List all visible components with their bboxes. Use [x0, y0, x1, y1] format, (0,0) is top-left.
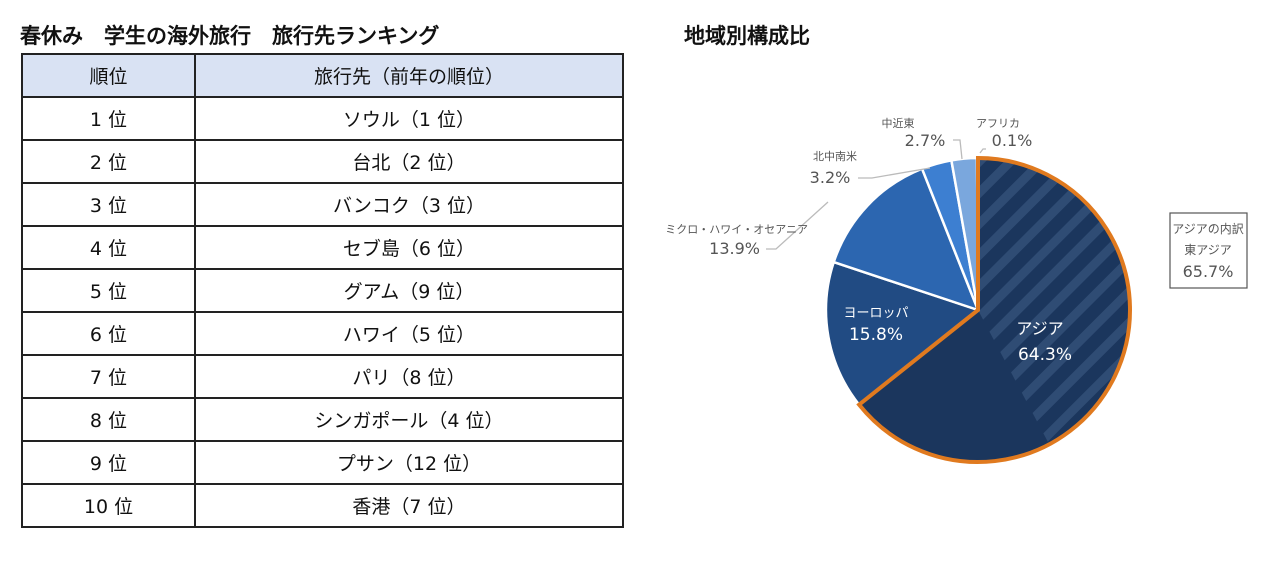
rank-cell: 5 位: [21, 268, 196, 313]
rank-cell: 6 位: [21, 311, 196, 356]
table-row: 10 位香港（7 位）: [21, 483, 624, 528]
slice-value-middle-east: 2.7%: [905, 131, 946, 150]
east-asia-hatched-slice: [978, 158, 1130, 445]
rank-cell: 7 位: [21, 354, 196, 399]
table-row: 4 位セブ島（6 位）: [21, 225, 624, 270]
destination-cell: グアム（9 位）: [194, 268, 624, 313]
pie-slice-2: [832, 167, 981, 313]
table-row: 7 位パリ（8 位）: [21, 354, 624, 399]
slice-value-africa: 0.1%: [992, 131, 1033, 150]
table-row: 3 位バンコク（3 位）: [21, 182, 624, 227]
ranking-table: 順位 旅行先（前年の順位） 1 位ソウル（1 位） 2 位台北（2 位） 3 位バン…: [21, 53, 624, 528]
chart-title: 地域別構成比: [684, 24, 810, 48]
leader-africa: [979, 148, 986, 154]
pie-chart: アジア 64.3% ヨーロッパ 15.8% ミクロ・ハワイ・オセアニア 13.9% 北中南米…: [665, 117, 1248, 464]
table-row: 5 位グアム（9 位）: [21, 268, 624, 313]
leader-middle-east: [953, 139, 963, 160]
slice-value-asia: 64.3%: [1018, 345, 1072, 365]
destination-cell: バンコク（3 位）: [194, 182, 624, 227]
table-row: 1 位ソウル（1 位）: [21, 96, 624, 141]
ranking-title: 春休み 学生の海外旅行 旅行先ランキング: [20, 24, 440, 48]
slice-label-middle-east: 中近東: [882, 117, 915, 130]
destination-cell: ソウル（1 位）: [194, 96, 624, 141]
destination-cell: 香港（7 位）: [194, 483, 624, 528]
breakdown-title: アジアの内訳: [1172, 221, 1244, 236]
slice-label-oceania: ミクロ・ハワイ・オセアニア: [665, 223, 808, 236]
slice-value-europe: 15.8%: [849, 325, 903, 345]
leader-oceania: [766, 201, 829, 250]
table-row: 8 位シンガポール（4 位）: [21, 397, 624, 442]
breakdown-value: 65.7%: [1183, 262, 1234, 281]
slice-label-asia: アジア: [1016, 319, 1063, 338]
destination-cell: セブ島（6 位）: [194, 225, 624, 270]
slice-value-americas: 3.2%: [810, 168, 851, 187]
rank-cell: 1 位: [21, 96, 196, 141]
destination-cell: 台北（2 位）: [194, 139, 624, 184]
table-row: 2 位台北（2 位）: [21, 139, 624, 184]
breakdown-label: 東アジア: [1184, 243, 1232, 257]
slice-label-africa: アフリカ: [976, 117, 1020, 130]
rank-cell: 4 位: [21, 225, 196, 270]
destination-cell: プサン（12 位）: [194, 440, 624, 485]
header-destination: 旅行先（前年の順位）: [194, 53, 624, 98]
table-row: 9 位プサン（12 位）: [21, 440, 624, 485]
table-row: 6 位ハワイ（5 位）: [21, 311, 624, 356]
destination-cell: パリ（8 位）: [194, 354, 624, 399]
asia-breakdown-box: アジアの内訳 東アジア 65.7%: [1169, 212, 1248, 289]
rank-cell: 8 位: [21, 397, 196, 442]
destination-cell: ハワイ（5 位）: [194, 311, 624, 356]
rank-cell: 9 位: [21, 440, 196, 485]
rank-cell: 10 位: [21, 483, 196, 528]
rank-cell: 2 位: [21, 139, 196, 184]
table-header-row: 順位 旅行先（前年の順位）: [21, 53, 624, 98]
destination-cell: シンガポール（4 位）: [194, 397, 624, 442]
slice-label-europe: ヨーロッパ: [843, 306, 908, 321]
slice-value-oceania: 13.9%: [709, 239, 760, 258]
asia-highlight-outline: [856, 155, 1132, 464]
header-rank: 順位: [21, 53, 196, 98]
rank-cell: 3 位: [21, 182, 196, 227]
slice-label-americas: 北中南米: [813, 150, 857, 163]
leader-americas: [858, 167, 931, 179]
